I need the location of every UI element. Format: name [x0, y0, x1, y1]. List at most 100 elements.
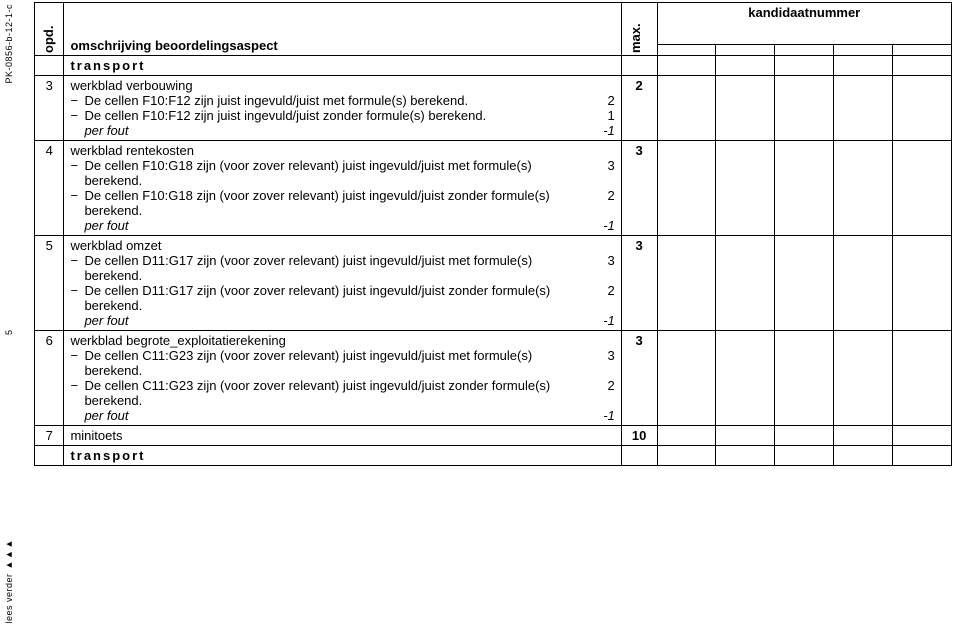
row-title: werkblad begrote_exploitatierekening: [70, 333, 614, 348]
cand-cell: [893, 56, 952, 76]
criterion-val: 2: [589, 378, 615, 393]
cand-cell: [657, 426, 716, 446]
col-header-opd: opd.: [41, 5, 56, 53]
row-content: werkblad omzet −De cellen D11:G17 zijn (…: [64, 236, 621, 331]
row-max: 2: [621, 76, 657, 141]
cand-cell: [893, 331, 952, 426]
col-header-desc: omschrijving beoordelingsaspect: [64, 3, 621, 56]
cand-cell: [775, 236, 834, 331]
cand-cell: [775, 76, 834, 141]
dash: −: [70, 283, 84, 298]
row-num: 7: [35, 426, 64, 446]
dash: −: [70, 158, 84, 173]
cand-cell: [834, 236, 893, 331]
dash: −: [70, 93, 84, 108]
cand-cell: [834, 76, 893, 141]
row-num: 4: [35, 141, 64, 236]
cand-cell: [716, 76, 775, 141]
col-header-kand: kandidaatnummer: [657, 3, 951, 45]
row-max: 3: [621, 141, 657, 236]
cand-cell: [834, 56, 893, 76]
cand-cell: [834, 446, 893, 466]
cand-cell: [893, 236, 952, 331]
row-max: 3: [621, 331, 657, 426]
scoring-table: opd. omschrijving beoordelingsaspect max…: [34, 2, 952, 466]
empty-cell: [621, 446, 657, 466]
cand-cell: [716, 141, 775, 236]
row-num: 5: [35, 236, 64, 331]
doc-code: PK-0856-b-12-1-c: [4, 4, 14, 84]
cand-cell: [657, 45, 716, 56]
criterion-text: De cellen F10:G18 zijn (voor zover relev…: [84, 188, 588, 218]
cand-cell: [657, 331, 716, 426]
section-transport-bottom: transport: [64, 446, 621, 466]
cand-cell: [834, 45, 893, 56]
per-fout-label: per fout: [84, 408, 588, 423]
criterion-val: 3: [589, 158, 615, 173]
dash: −: [70, 378, 84, 393]
criterion-text: De cellen D11:G17 zijn (voor zover relev…: [84, 253, 588, 283]
criterion-text: De cellen F10:G18 zijn (voor zover relev…: [84, 158, 588, 188]
per-fout-val: -1: [589, 218, 615, 233]
row-content: minitoets: [64, 426, 621, 446]
row-title: werkblad verbouwing: [70, 78, 614, 93]
cand-cell: [893, 426, 952, 446]
per-fout-val: -1: [589, 408, 615, 423]
cand-cell: [716, 426, 775, 446]
per-fout-label: per fout: [84, 218, 588, 233]
empty-cell: [621, 56, 657, 76]
cand-cell: [775, 331, 834, 426]
row-max: 3: [621, 236, 657, 331]
per-fout-label: per fout: [84, 123, 588, 138]
per-fout-label: per fout: [84, 313, 588, 328]
row-content: werkblad begrote_exploitatierekening −De…: [64, 331, 621, 426]
cand-cell: [657, 56, 716, 76]
cand-cell: [775, 45, 834, 56]
row-title: minitoets: [70, 428, 614, 443]
cand-cell: [775, 56, 834, 76]
dash: −: [70, 188, 84, 203]
cand-cell: [893, 446, 952, 466]
cand-cell: [893, 45, 952, 56]
cand-cell: [657, 76, 716, 141]
cand-cell: [775, 141, 834, 236]
criterion-val: 2: [589, 188, 615, 203]
cand-cell: [716, 56, 775, 76]
row-title: werkblad omzet: [70, 238, 614, 253]
empty-cell: [35, 446, 64, 466]
cand-cell: [716, 236, 775, 331]
criterion-val: 2: [589, 93, 615, 108]
criterion-val: 3: [589, 348, 615, 363]
cand-cell: [657, 141, 716, 236]
empty-cell: [35, 56, 64, 76]
cand-cell: [775, 446, 834, 466]
cand-cell: [716, 45, 775, 56]
criterion-text: De cellen F10:F12 zijn juist ingevuld/ju…: [84, 93, 588, 108]
cand-cell: [893, 76, 952, 141]
criterion-val: 3: [589, 253, 615, 268]
page-footer: lees verder ►►►: [4, 539, 14, 624]
dash: −: [70, 253, 84, 268]
cand-cell: [834, 331, 893, 426]
cand-cell: [775, 426, 834, 446]
criterion-text: De cellen C11:G23 zijn (voor zover relev…: [84, 378, 588, 408]
col-header-max: max.: [628, 5, 643, 53]
row-num: 6: [35, 331, 64, 426]
cand-cell: [657, 446, 716, 466]
dash: −: [70, 108, 84, 123]
cand-cell: [834, 141, 893, 236]
row-title: werkblad rentekosten: [70, 143, 614, 158]
row-num: 3: [35, 76, 64, 141]
criterion-text: De cellen C11:G23 zijn (voor zover relev…: [84, 348, 588, 378]
per-fout-val: -1: [589, 123, 615, 138]
per-fout-val: -1: [589, 313, 615, 328]
criterion-text: De cellen F10:F12 zijn juist ingevuld/ju…: [84, 108, 588, 123]
dash: −: [70, 348, 84, 363]
criterion-val: 2: [589, 283, 615, 298]
section-transport-top: transport: [64, 56, 621, 76]
page-indicator: 5: [4, 330, 14, 335]
criterion-text: De cellen D11:G17 zijn (voor zover relev…: [84, 283, 588, 313]
row-max: 10: [621, 426, 657, 446]
cand-cell: [834, 426, 893, 446]
cand-cell: [657, 236, 716, 331]
